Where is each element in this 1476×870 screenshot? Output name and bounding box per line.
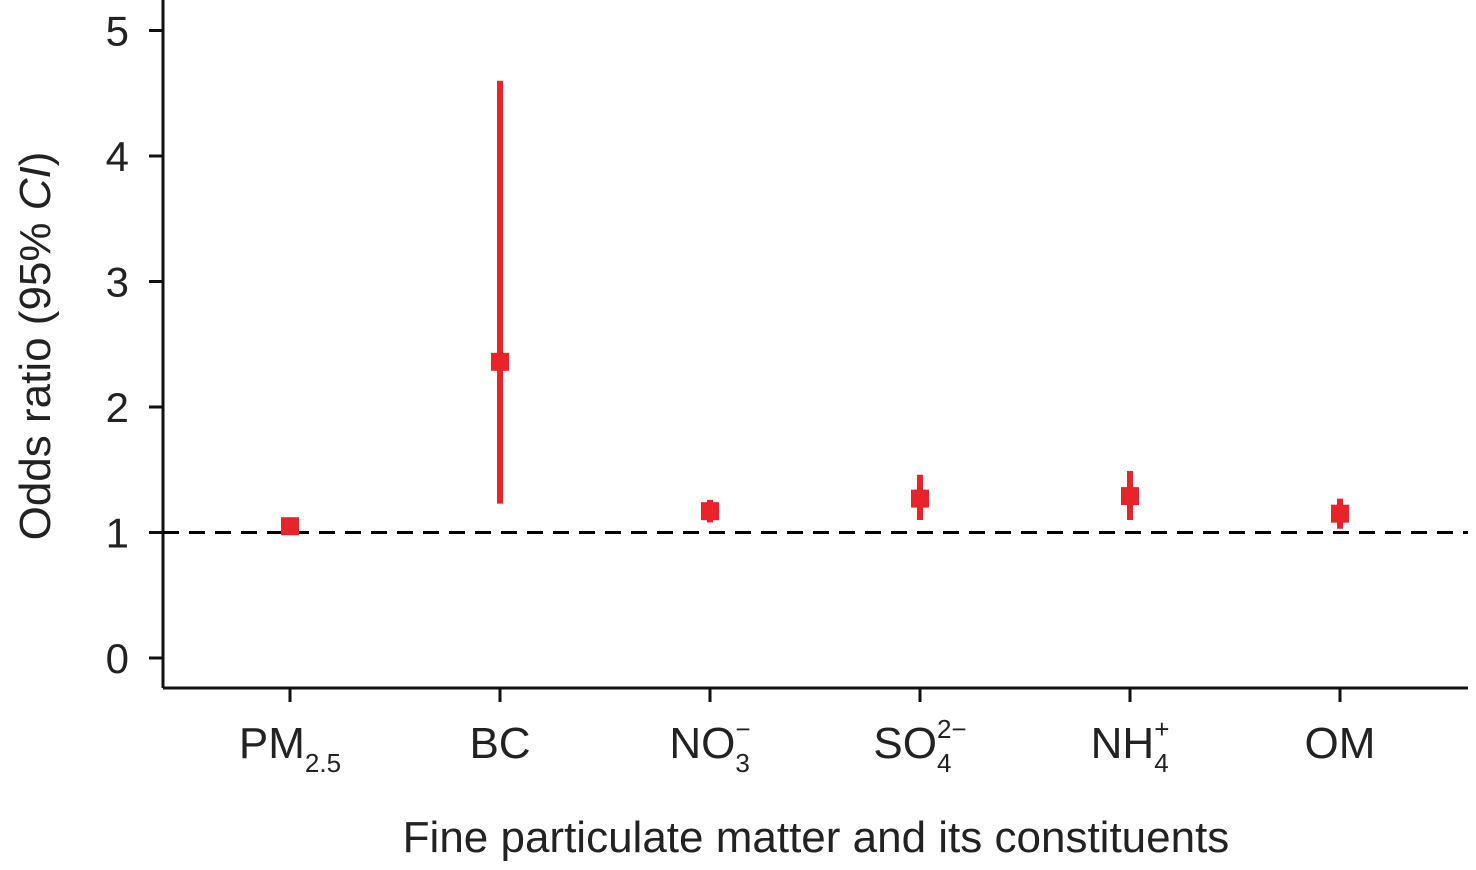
category-label-base: OM — [1305, 719, 1376, 768]
category-label: OM — [1305, 719, 1376, 768]
data-marks — [281, 80, 1349, 536]
point-estimate — [911, 489, 929, 508]
category-label-base: BC — [469, 719, 530, 768]
category-label-base: SO — [873, 719, 937, 768]
y-ticks: 0 1 2 3 4 5 — [106, 8, 163, 682]
category-label-sub: 4 — [1154, 748, 1168, 778]
point-estimate — [281, 517, 299, 536]
category-label: NH+ 4 — [1091, 714, 1170, 778]
y-tick-label: 2 — [106, 384, 129, 431]
category-label-sub: 2.5 — [305, 748, 341, 778]
y-tick-label: 4 — [106, 133, 129, 180]
category-label-base: PM — [239, 719, 305, 768]
point-estimate — [1121, 487, 1139, 506]
category-label-sup: 2− — [937, 714, 967, 744]
y-tick-label: 0 — [106, 635, 129, 682]
category-label-sup: + — [1154, 714, 1169, 744]
category-label: NO− 3 — [669, 714, 750, 778]
category-label: BC — [469, 719, 530, 768]
y-axis-title-suffix: ) — [11, 152, 60, 167]
y-tick-label: 1 — [106, 510, 129, 557]
point-estimate — [701, 502, 719, 521]
y-axis-title-prefix: Odds ratio (95% — [11, 210, 60, 540]
category-label-sup: − — [735, 714, 750, 744]
category-labels: PM2.5 BC NO− 3 SO2− 4 NH+ 4 OM — [239, 714, 1376, 778]
category-label-sub: 4 — [937, 748, 951, 778]
x-axis-title: Fine particulate matter and its constitu… — [403, 813, 1230, 862]
category-label-base: NH — [1091, 719, 1155, 768]
y-tick-label: 5 — [106, 8, 129, 55]
y-tick-label: 3 — [106, 259, 129, 306]
axes — [161, 0, 1468, 690]
category-label-sub: 3 — [735, 748, 749, 778]
point-estimate — [491, 352, 509, 371]
y-axis-title: Odds ratio (95% CI) — [11, 152, 60, 541]
x-ticks — [288, 688, 1342, 702]
category-label-base: NO — [669, 719, 735, 768]
category-label: SO2− 4 — [873, 714, 966, 778]
point-estimate — [1331, 504, 1349, 523]
category-label: PM2.5 — [239, 719, 341, 778]
y-axis-title-italic: CI — [11, 166, 60, 210]
